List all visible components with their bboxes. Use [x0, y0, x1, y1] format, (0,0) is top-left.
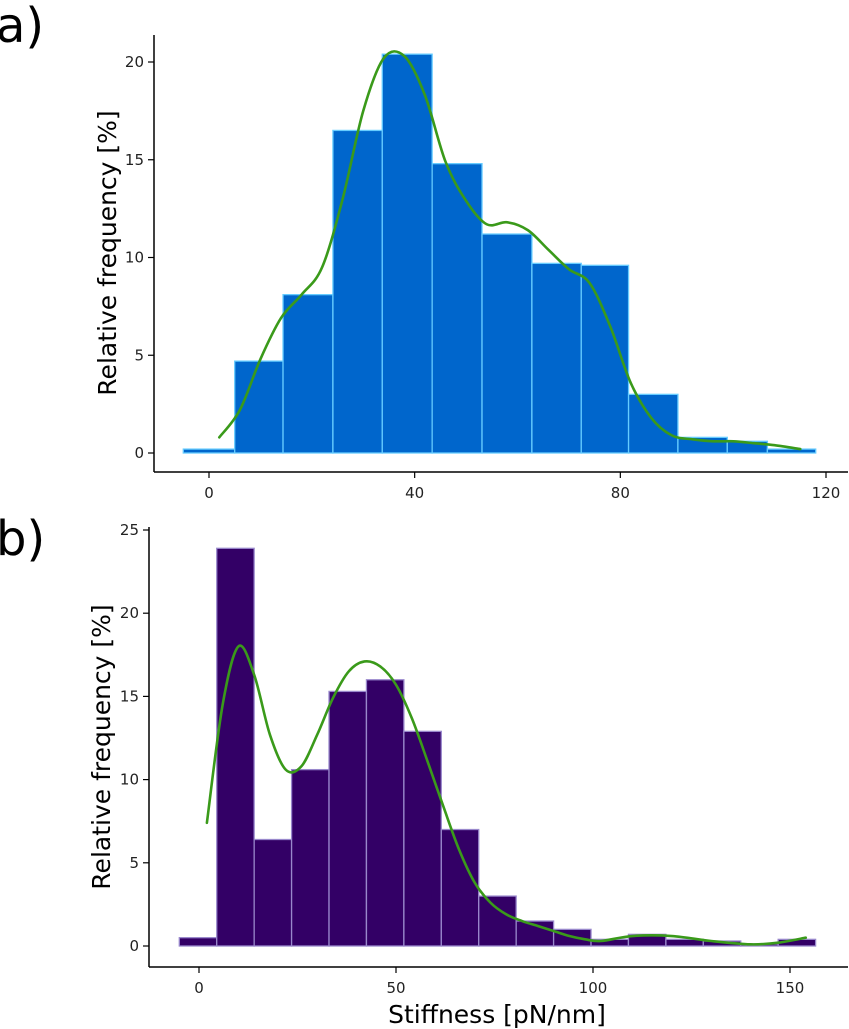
panel-b-x-tick-label: 0 [194, 979, 204, 997]
panel-a-density-curve [217, 50, 802, 451]
panel-a-label: a) [0, 0, 44, 54]
panel-b-x-tick-label: 50 [386, 979, 405, 997]
panel-a-bar [234, 360, 284, 454]
panel-b-label: b) [0, 511, 45, 567]
panel-b: b) 0 5 10 15 20 25 0 50 100 150 Relative frequen… [0, 511, 848, 1029]
panel-b-bars [178, 547, 817, 947]
panel-a-y-ticks: 0 5 10 15 20 [125, 53, 154, 462]
panel-a-bar [431, 163, 483, 454]
panel-a-x-tick-label: 40 [405, 484, 424, 502]
panel-b-bar [290, 768, 330, 947]
panel-a-bar [766, 448, 817, 454]
panel-a-x-tick-label: 80 [611, 484, 630, 502]
panel-a: a) 0 5 10 15 20 0 40 80 120 Relative frequency … [0, 0, 848, 502]
panel-b-x-tick-label: 150 [776, 979, 805, 997]
panel-b-y-tick-label: 5 [129, 854, 139, 872]
panel-a-y-tick-label: 10 [125, 249, 144, 267]
panel-a-y-tick-label: 5 [134, 346, 144, 364]
panel-a-x-ticks: 0 40 80 120 [204, 472, 840, 502]
panel-a-bar [182, 448, 236, 454]
panel-b-bar [440, 828, 480, 947]
panel-a-bars [182, 53, 817, 454]
panel-a-y-tick-label: 0 [134, 444, 144, 462]
panel-a-x-tick-label: 0 [204, 484, 214, 502]
panel-b-density-curve [205, 644, 808, 946]
panel-b-bar [328, 690, 368, 947]
panel-a-y-tick-label: 20 [125, 53, 144, 71]
panel-a-bar [381, 53, 433, 454]
panel-b-y-tick-label: 10 [120, 771, 139, 789]
panel-b-y-tick-label: 0 [129, 937, 139, 955]
panel-b-bar [178, 937, 218, 947]
panel-b-y-axis-title: Relative frequency [%] [87, 604, 116, 889]
panel-b-x-axis-title: Stiffness [pN/nm] [388, 1000, 606, 1029]
panel-a-bar [282, 293, 334, 454]
panel-a-bar [332, 129, 383, 454]
panel-a-y-axis-title: Relative frequency [%] [93, 110, 122, 395]
panel-b-y-tick-label: 15 [120, 687, 139, 705]
panel-a-x-tick-label: 120 [812, 484, 841, 502]
panel-b-bar [478, 895, 517, 947]
panel-a-y-tick-label: 15 [125, 151, 144, 169]
panel-a-bar [481, 233, 533, 454]
panel-a-bar [531, 262, 582, 454]
panel-b-y-tick-label: 25 [120, 521, 139, 539]
panel-b-bar [216, 547, 255, 947]
panel-b-x-ticks: 0 50 100 150 [194, 967, 804, 997]
panel-b-y-tick-label: 20 [120, 604, 139, 622]
panel-a-bar [627, 393, 679, 454]
panel-b-bar [365, 679, 405, 947]
panel-b-x-tick-label: 100 [579, 979, 608, 997]
panel-b-bar [403, 730, 442, 947]
panel-b-bar [253, 838, 293, 947]
panel-b-y-ticks: 0 5 10 15 20 25 [120, 521, 149, 955]
